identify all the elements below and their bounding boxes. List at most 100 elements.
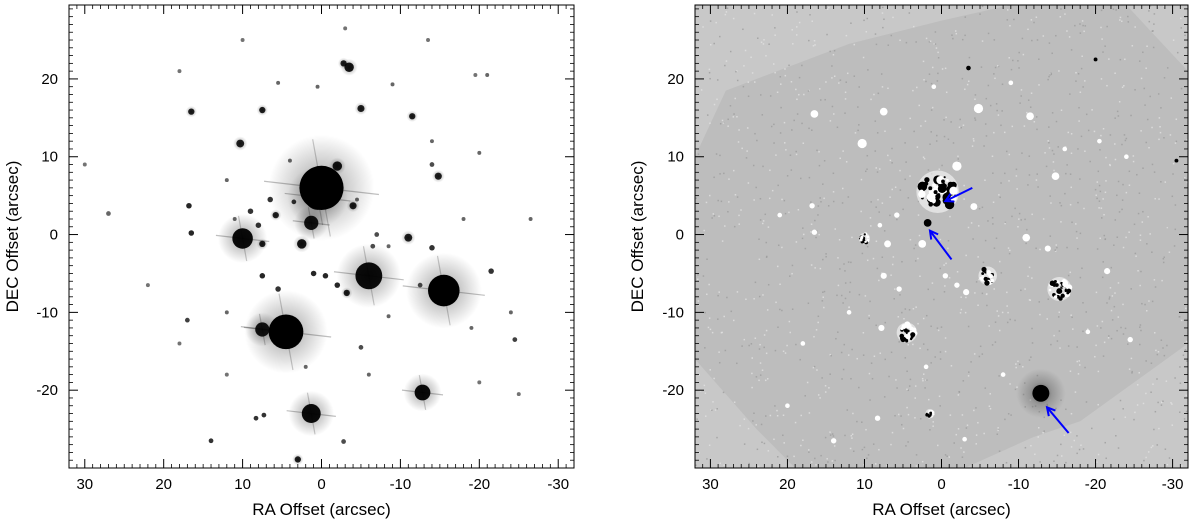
source: [261, 412, 267, 418]
noise-speck: [963, 184, 965, 187]
noise-speck: [703, 229, 705, 232]
noise-speck: [841, 378, 843, 380]
noise-speck: [972, 238, 974, 240]
noise-speck: [1096, 325, 1099, 327]
noise-speck: [1162, 261, 1165, 264]
noise-speck: [1021, 152, 1023, 154]
noise-speck: [769, 95, 772, 97]
residual-dipole: [949, 186, 958, 196]
noise-speck: [773, 142, 775, 144]
noise-speck: [1021, 37, 1024, 40]
noise-speck: [745, 298, 747, 301]
noise-speck: [1106, 84, 1108, 87]
noise-speck: [826, 33, 828, 36]
noise-speck: [832, 172, 835, 175]
noise-speck: [1000, 182, 1002, 184]
noise-speck: [1095, 194, 1097, 197]
noise-speck: [923, 79, 925, 81]
noise-speck: [975, 281, 978, 283]
noise-speck: [912, 308, 915, 310]
noise-speck: [915, 306, 917, 308]
source: [434, 172, 442, 180]
noise-speck: [1106, 302, 1108, 304]
noise-speck: [979, 13, 981, 15]
noise-speck: [831, 65, 833, 67]
noise-speck: [997, 427, 999, 429]
noise-speck: [1028, 299, 1031, 301]
noise-speck: [834, 459, 836, 462]
noise-speck: [852, 412, 854, 415]
noise-speck: [1124, 58, 1126, 61]
noise-speck: [1142, 51, 1144, 54]
noise-speck: [758, 238, 760, 240]
noise-speck: [1045, 165, 1048, 168]
noise-speck: [750, 56, 752, 59]
noise-speck: [981, 40, 984, 42]
noise-speck: [818, 151, 820, 153]
residual-dipole: [919, 189, 924, 194]
noise-speck: [709, 122, 711, 124]
noise-speck: [750, 343, 753, 345]
noise-speck: [797, 208, 800, 211]
source: [82, 162, 87, 167]
noise-speck: [1115, 435, 1117, 437]
noise-speck: [922, 373, 925, 375]
noise-speck: [827, 205, 830, 207]
noise-speck: [765, 241, 768, 244]
noise-speck: [937, 72, 939, 75]
noise-speck: [768, 43, 770, 45]
residual-dipole: [988, 274, 994, 279]
noise-speck: [850, 377, 852, 380]
noise-speck: [763, 346, 765, 349]
noise-speck: [1100, 9, 1103, 12]
noise-speck: [1030, 19, 1033, 21]
noise-speck: [737, 141, 740, 143]
noise-speck: [945, 91, 948, 94]
noise-speck: [735, 70, 738, 72]
noise-speck: [997, 315, 1000, 317]
right-y-axis-label: DEC Offset (arcsec): [628, 161, 647, 313]
noise-speck: [1036, 39, 1039, 41]
noise-speck: [964, 16, 967, 18]
noise-speck: [960, 447, 962, 449]
noise-speck: [1027, 28, 1029, 31]
noise-speck: [1154, 410, 1157, 413]
residual-dark: [1174, 158, 1179, 163]
noise-speck: [1008, 153, 1011, 156]
residual-bright: [1127, 336, 1133, 343]
noise-speck: [751, 372, 753, 375]
noise-speck: [1142, 210, 1144, 213]
noise-speck: [738, 214, 740, 217]
source: [409, 113, 416, 120]
noise-speck: [1119, 16, 1122, 19]
noise-speck: [759, 219, 762, 221]
noise-speck: [945, 116, 947, 119]
noise-speck: [965, 254, 967, 257]
noise-speck: [1170, 401, 1172, 404]
noise-speck: [1017, 360, 1019, 363]
noise-speck: [1030, 356, 1032, 358]
noise-speck: [704, 392, 707, 394]
noise-speck: [932, 421, 934, 423]
noise-speck: [1080, 444, 1082, 446]
noise-speck: [1056, 246, 1058, 249]
noise-speck: [1048, 75, 1050, 78]
source: [232, 217, 237, 221]
noise-speck: [832, 435, 835, 437]
noise-speck: [1098, 184, 1101, 187]
noise-speck: [924, 120, 927, 122]
noise-speck: [1059, 347, 1061, 349]
noise-speck: [930, 325, 932, 328]
noise-speck: [974, 117, 976, 119]
noise-speck: [718, 361, 721, 364]
noise-speck: [777, 184, 779, 187]
noise-speck: [839, 79, 842, 81]
noise-speck: [1132, 160, 1135, 163]
noise-speck: [891, 188, 893, 191]
noise-speck: [819, 267, 822, 270]
noise-speck: [997, 429, 999, 432]
right-y-tick-label: -20: [662, 382, 684, 399]
noise-speck: [1156, 378, 1158, 380]
noise-speck: [1151, 30, 1154, 32]
noise-speck: [908, 12, 911, 14]
